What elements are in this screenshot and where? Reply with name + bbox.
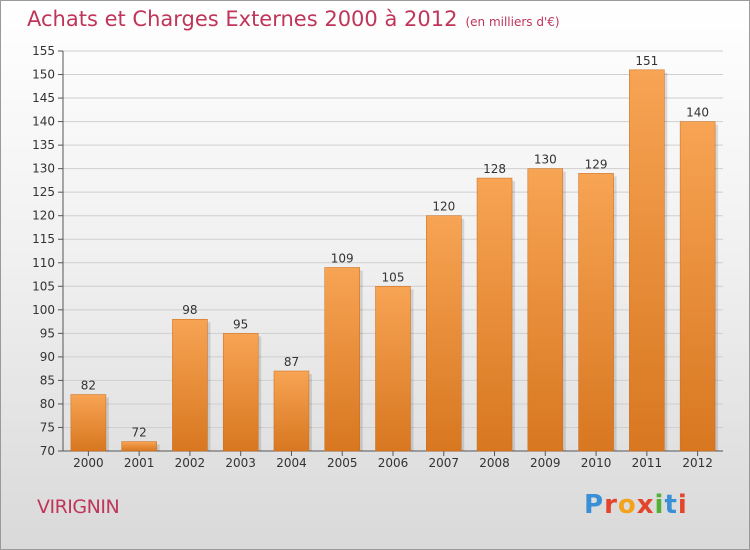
bar <box>121 441 157 452</box>
logo-letter: t <box>664 490 678 520</box>
y-tick-label: 100 <box>32 303 55 317</box>
bars <box>70 69 719 452</box>
bar <box>426 215 462 452</box>
y-tick-label: 130 <box>32 162 55 176</box>
data-label: 128 <box>483 162 506 176</box>
y-tick-label: 155 <box>32 44 55 58</box>
data-label: 120 <box>432 200 455 214</box>
x-tick-label: 2007 <box>428 456 459 470</box>
data-label: 82 <box>81 379 96 393</box>
bar <box>324 267 360 452</box>
commune-name: VIRIGNIN <box>37 496 120 518</box>
logo-letter: r <box>604 490 618 520</box>
y-tick-label: 140 <box>32 115 55 129</box>
x-tick-label: 2003 <box>225 456 256 470</box>
bar <box>527 168 564 452</box>
data-label: 129 <box>585 157 608 171</box>
logo-letter: P <box>584 490 605 520</box>
data-label: 105 <box>382 270 405 284</box>
bar <box>629 69 665 452</box>
data-label: 72 <box>132 426 147 440</box>
bar <box>172 318 208 452</box>
data-label: 151 <box>635 54 658 68</box>
y-tick-label: 95 <box>40 326 55 340</box>
x-tick-label: 2009 <box>530 456 561 470</box>
x-tick-label: 2012 <box>682 456 713 470</box>
proxiti-logo[interactable]: Proxiti <box>584 490 688 520</box>
x-tick-label: 2005 <box>327 456 358 470</box>
y-tick-label: 145 <box>32 91 55 105</box>
title-text: Achats et Charges Externes 2000 à 2012 <box>27 7 458 31</box>
bar <box>679 121 716 452</box>
bar <box>375 286 411 452</box>
bar <box>70 394 107 452</box>
chart-title: Achats et Charges Externes 2000 à 2012 (e… <box>27 7 560 31</box>
logo-letter: i <box>654 490 665 520</box>
bar <box>222 333 259 452</box>
y-tick-label: 115 <box>32 232 55 246</box>
y-tick-label: 125 <box>32 185 55 199</box>
logo-letter: o <box>617 490 637 520</box>
data-label: 130 <box>534 153 557 167</box>
logo-letter: x <box>636 490 655 520</box>
y-tick-label: 105 <box>32 279 55 293</box>
y-tick-label: 120 <box>32 209 55 223</box>
data-label: 98 <box>182 303 197 317</box>
data-label: 109 <box>331 251 354 265</box>
data-label: 87 <box>284 355 299 369</box>
y-tick-label: 85 <box>40 373 55 387</box>
bar <box>578 173 614 452</box>
data-label: 95 <box>233 317 248 331</box>
y-tick-label: 90 <box>40 350 55 364</box>
y-tick-label: 75 <box>40 420 55 434</box>
x-tick-label: 2010 <box>581 456 612 470</box>
y-tick-label: 80 <box>40 397 55 411</box>
x-tick-label: 2004 <box>276 456 307 470</box>
bar <box>273 370 310 452</box>
logo-letter: i <box>677 490 688 520</box>
x-tick-label: 2008 <box>479 456 510 470</box>
y-tick-label: 135 <box>32 138 55 152</box>
y-tick-label: 150 <box>32 68 55 82</box>
bar <box>476 177 513 452</box>
title-unit: (en milliers d'€) <box>465 15 560 29</box>
data-label: 140 <box>686 106 709 120</box>
x-tick-label: 2006 <box>378 456 409 470</box>
x-tick-label: 2001 <box>124 456 155 470</box>
labels: 70 75 80 85 90 95 100 105 110 115 120 125 130 135 140 1… <box>32 44 713 470</box>
x-tick-label: 2002 <box>175 456 206 470</box>
x-tick-label: 2011 <box>632 456 663 470</box>
y-tick-label: 110 <box>32 256 55 270</box>
x-tick-label: 2000 <box>73 456 104 470</box>
y-tick-label: 70 <box>40 444 55 458</box>
